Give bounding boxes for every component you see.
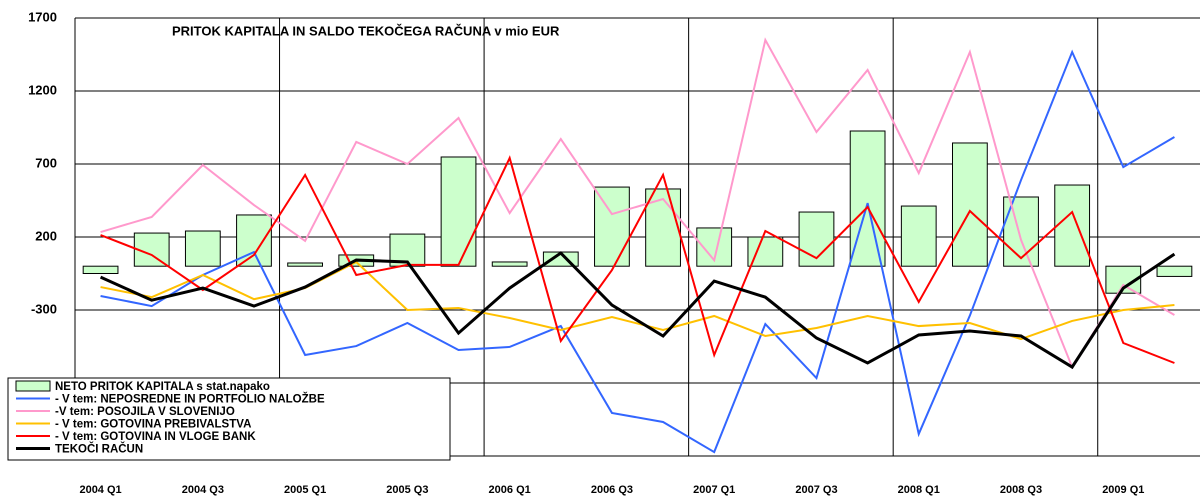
y-tick-label: 200 <box>35 228 57 243</box>
chart-title: PRITOK KAPITALA IN SALDO TEKOČEGA RAČUNA… <box>172 23 560 38</box>
line <box>100 260 1175 341</box>
bar <box>184 230 221 267</box>
bar <box>287 262 323 267</box>
legend-box <box>7 377 451 461</box>
x-tick-label: 2007 Q1 <box>693 484 735 496</box>
x-tick-label: 2004 Q1 <box>79 484 121 496</box>
bar <box>1054 184 1091 267</box>
marks <box>82 37 1193 454</box>
line <box>100 49 1175 454</box>
bar <box>594 186 630 267</box>
bar <box>82 265 119 275</box>
x-tick-label: 2009 Q1 <box>1102 484 1144 496</box>
line <box>99 251 1176 370</box>
legend-label: - V tem: GOTOVINA IN VLOGE BANK <box>55 431 256 443</box>
bar <box>849 130 886 267</box>
legend-label: - V tem: GOTOVINA PREBIVALSTVA <box>55 419 251 431</box>
bar <box>491 261 528 267</box>
x-tick-label: 2007 Q3 <box>795 484 837 496</box>
line <box>100 37 1175 370</box>
bar <box>1156 265 1193 277</box>
x-tick-label: 2005 Q3 <box>386 484 428 496</box>
legend-label: - V tem: NEPOSREDNE IN PORTFOLIO NALOŽBE <box>55 393 325 406</box>
x-tick-label: 2005 Q1 <box>284 484 326 496</box>
legend-label: -V tem: POSOJILA V SLOVENIJO <box>55 406 235 418</box>
bar <box>952 142 988 267</box>
legend-label: TEKOČI RAČUN <box>55 443 143 456</box>
bar <box>1003 196 1039 267</box>
y-tick-label: 1200 <box>28 82 57 97</box>
x-tick-label: 2008 Q3 <box>1000 484 1042 496</box>
line <box>100 155 1175 364</box>
legend-swatch <box>15 380 51 392</box>
bar <box>900 205 937 267</box>
x-tick-label: 2006 Q1 <box>489 484 531 496</box>
y-tick-label: -300 <box>31 301 57 316</box>
y-tick-label: 1700 <box>28 9 57 24</box>
bar <box>440 156 477 267</box>
x-tick-label: 2006 Q3 <box>591 484 633 496</box>
x-tick-label: 2008 Q1 <box>898 484 940 496</box>
y-tick-label: 700 <box>35 155 57 170</box>
legend-label: NETO PRITOK KAPITALA s stat.napako <box>55 381 270 393</box>
x-tick-label: 2004 Q3 <box>182 484 224 496</box>
legend: NETO PRITOK KAPITALA s stat.napako- V te… <box>7 377 451 461</box>
